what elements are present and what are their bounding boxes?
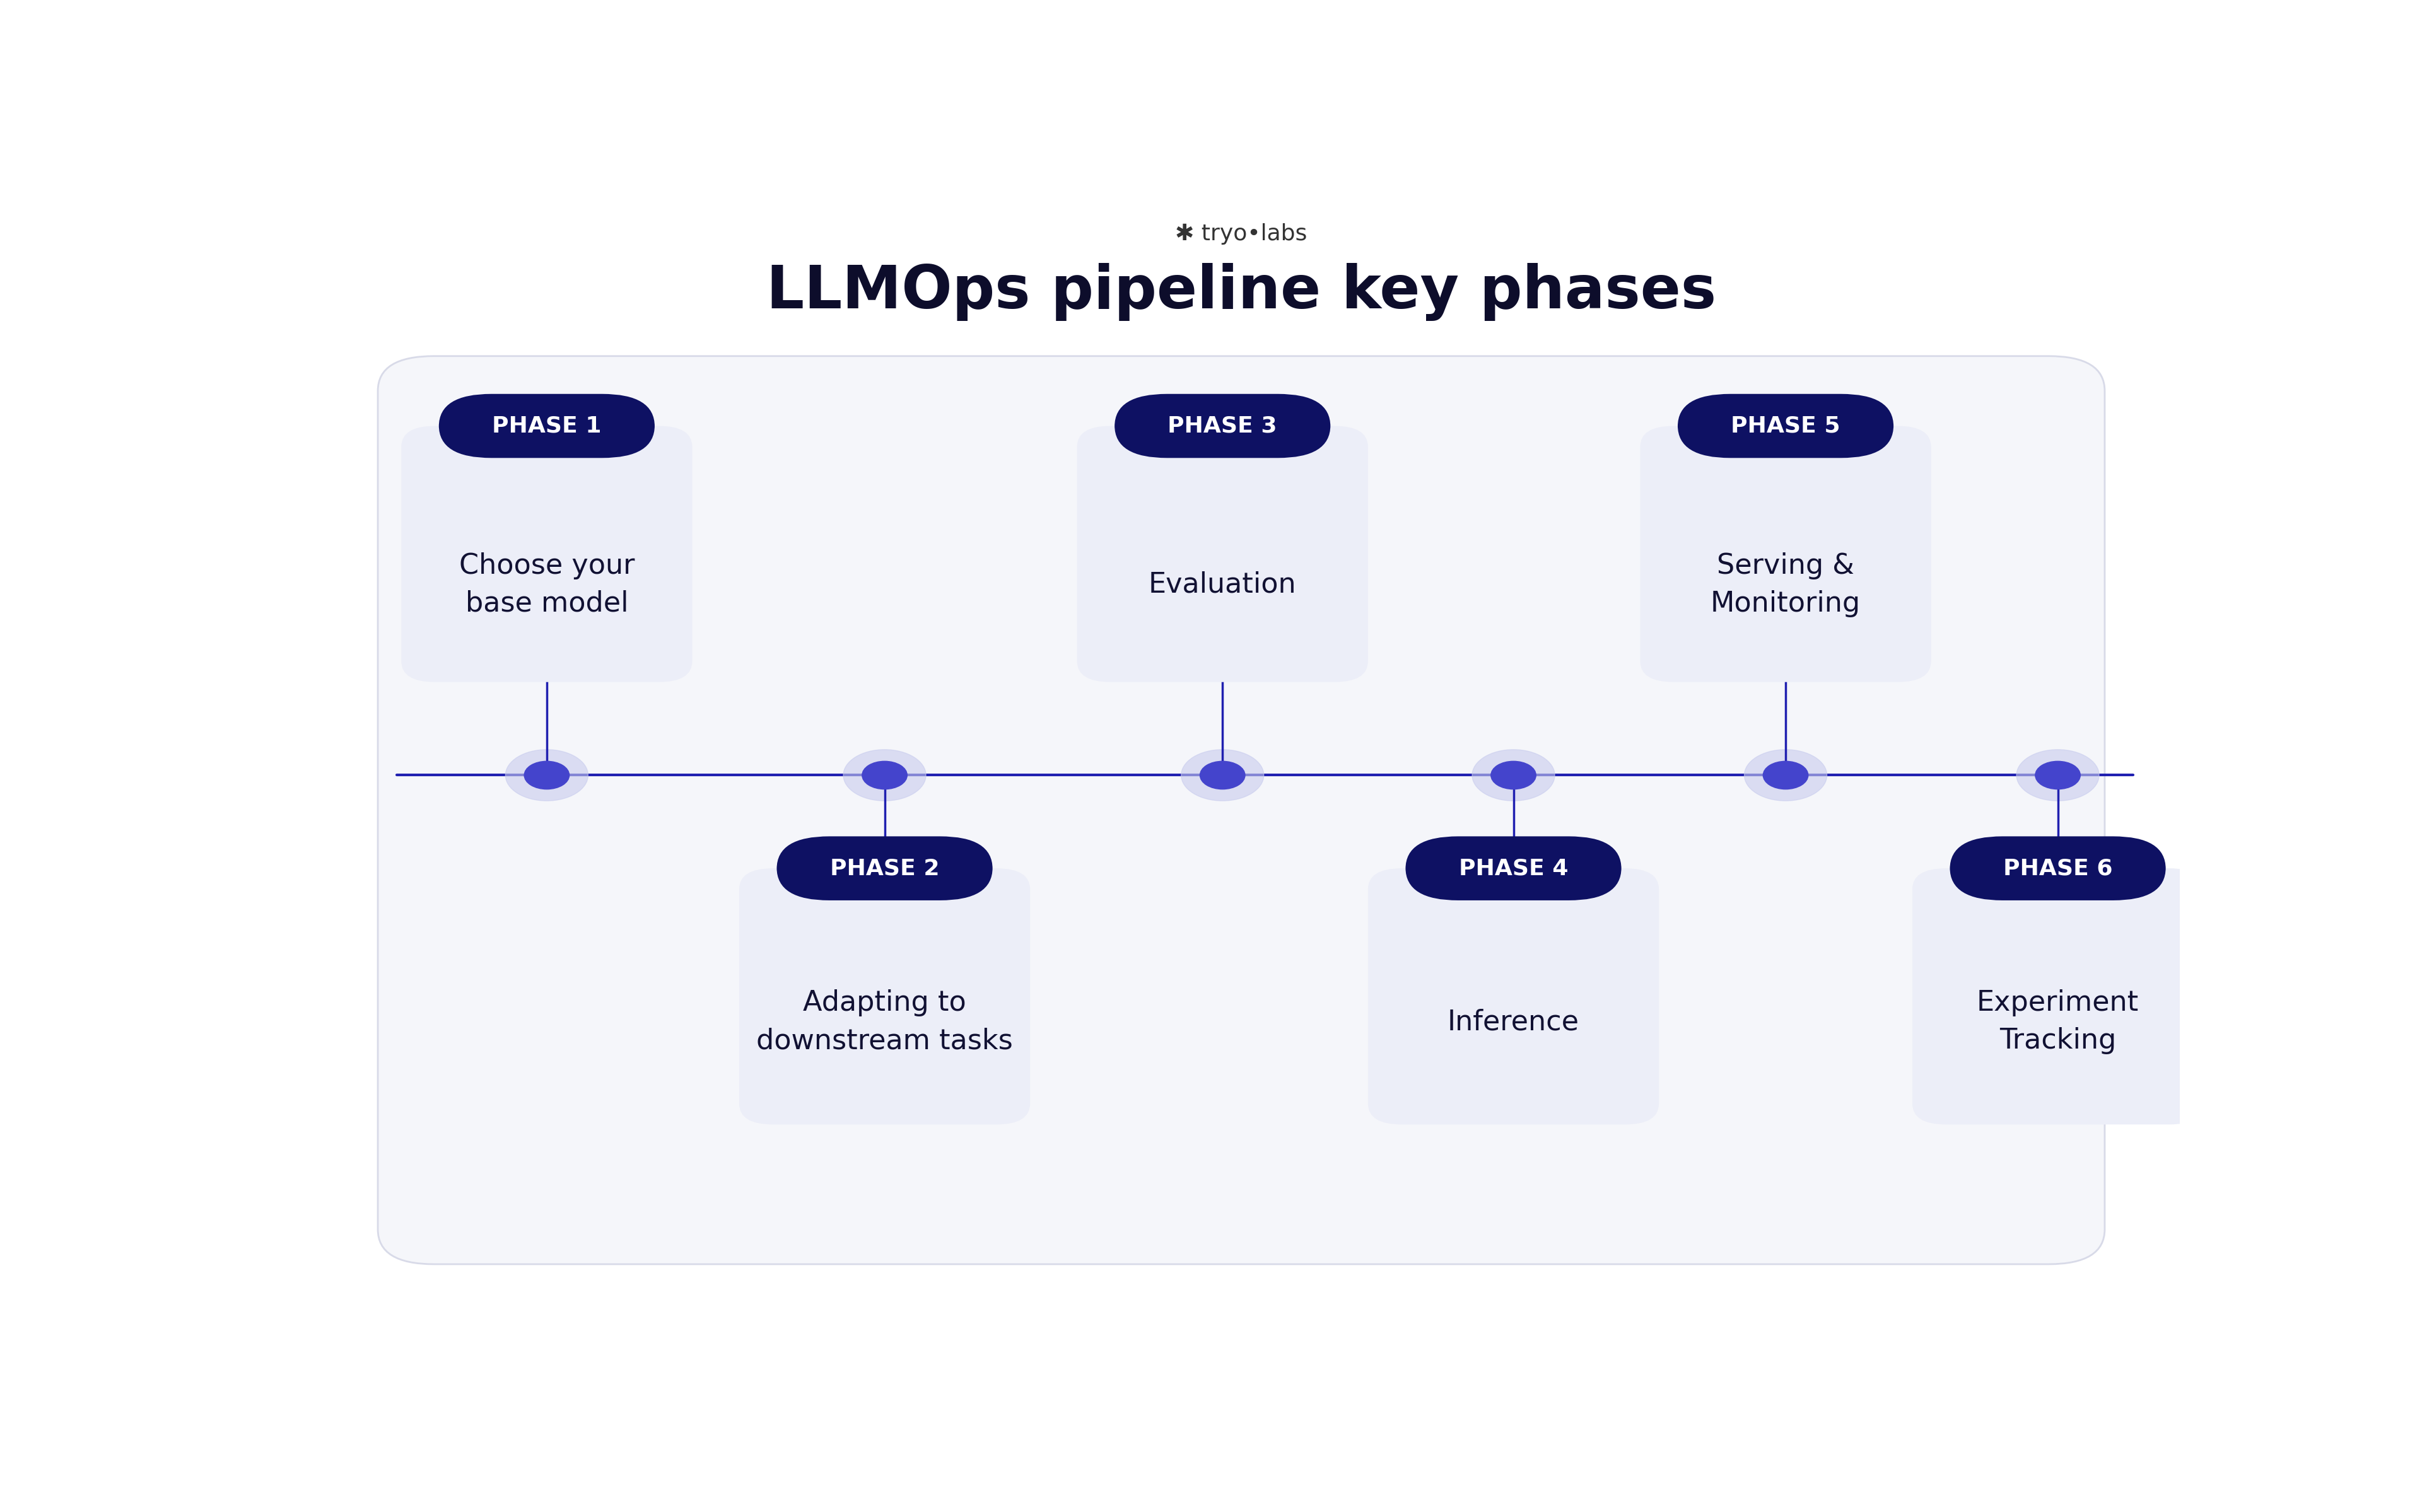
Text: Serving &
Monitoring: Serving & Monitoring xyxy=(1710,552,1860,617)
Text: PHASE 6: PHASE 6 xyxy=(2003,857,2112,878)
Text: Choose your
base model: Choose your base model xyxy=(458,552,635,617)
FancyBboxPatch shape xyxy=(739,868,1029,1125)
Circle shape xyxy=(862,761,908,789)
FancyBboxPatch shape xyxy=(1078,426,1368,682)
Text: Adapting to
downstream tasks: Adapting to downstream tasks xyxy=(756,989,1012,1054)
Circle shape xyxy=(1763,761,1809,789)
Circle shape xyxy=(2018,750,2100,801)
Circle shape xyxy=(1492,761,1536,789)
FancyBboxPatch shape xyxy=(777,836,993,900)
Circle shape xyxy=(506,750,589,801)
Text: Evaluation: Evaluation xyxy=(1148,572,1296,599)
Text: PHASE 4: PHASE 4 xyxy=(1458,857,1567,878)
Circle shape xyxy=(523,761,569,789)
Text: ✱ tryo•labs: ✱ tryo•labs xyxy=(1175,224,1308,245)
Circle shape xyxy=(843,750,925,801)
FancyBboxPatch shape xyxy=(402,426,693,682)
Circle shape xyxy=(1473,750,1555,801)
FancyBboxPatch shape xyxy=(1678,395,1894,458)
FancyBboxPatch shape xyxy=(438,395,654,458)
Text: Experiment
Tracking: Experiment Tracking xyxy=(1976,989,2139,1054)
Circle shape xyxy=(1199,761,1245,789)
Circle shape xyxy=(1744,750,1826,801)
Circle shape xyxy=(1182,750,1264,801)
FancyBboxPatch shape xyxy=(1913,868,2204,1125)
FancyBboxPatch shape xyxy=(1950,836,2165,900)
FancyBboxPatch shape xyxy=(1368,868,1659,1125)
FancyBboxPatch shape xyxy=(1114,395,1330,458)
FancyBboxPatch shape xyxy=(1405,836,1620,900)
Text: PHASE 5: PHASE 5 xyxy=(1732,416,1841,437)
Text: PHASE 1: PHASE 1 xyxy=(492,416,601,437)
Text: LLMOps pipeline key phases: LLMOps pipeline key phases xyxy=(765,263,1717,321)
Text: PHASE 2: PHASE 2 xyxy=(831,857,940,878)
Circle shape xyxy=(2034,761,2080,789)
Text: PHASE 3: PHASE 3 xyxy=(1167,416,1276,437)
Text: Inference: Inference xyxy=(1448,1009,1579,1036)
FancyBboxPatch shape xyxy=(1640,426,1930,682)
FancyBboxPatch shape xyxy=(378,355,2105,1264)
